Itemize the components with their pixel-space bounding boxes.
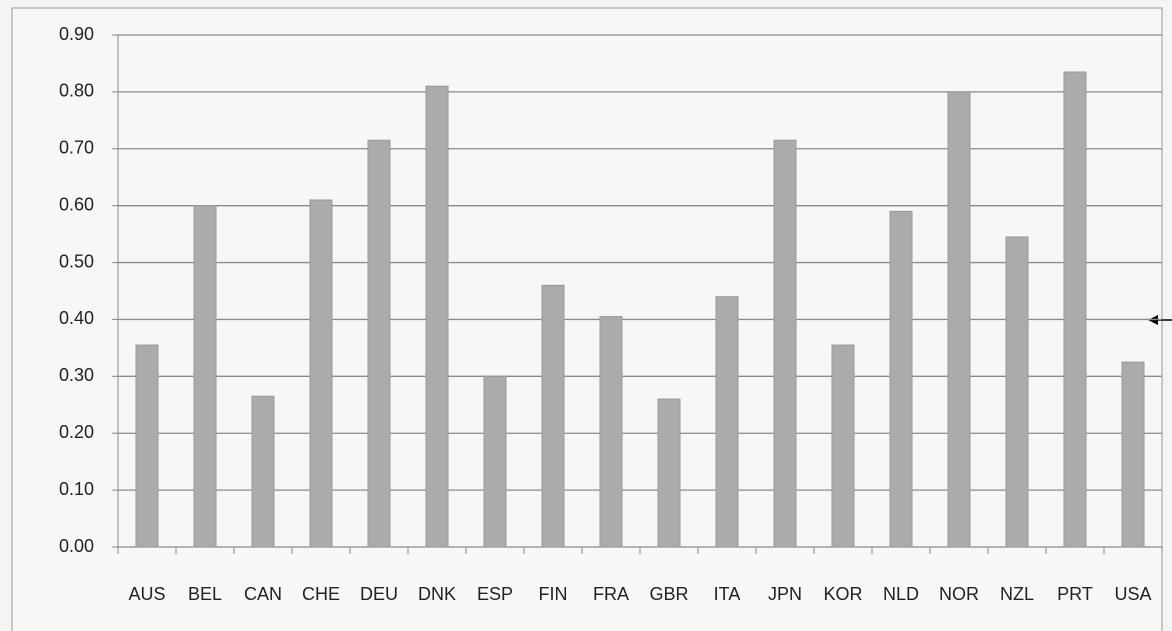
x-tick-label: KOR xyxy=(823,584,862,604)
x-tick-label: CAN xyxy=(244,584,282,604)
y-tick-label: 0.50 xyxy=(59,251,94,271)
x-tick-label: NLD xyxy=(883,584,919,604)
bar xyxy=(193,205,217,548)
x-tick-label: NZL xyxy=(1000,584,1034,604)
x-tick-label: NOR xyxy=(939,584,979,604)
bar xyxy=(1121,361,1145,548)
x-tick-label: ITA xyxy=(714,584,741,604)
x-tick-label: JPN xyxy=(768,584,802,604)
bar xyxy=(715,296,739,548)
bar xyxy=(367,139,391,548)
bar xyxy=(773,139,797,548)
y-tick-label: 0.00 xyxy=(59,536,94,556)
bar xyxy=(483,375,507,548)
bar xyxy=(599,316,623,548)
bar xyxy=(309,199,333,548)
y-tick-label: 0.10 xyxy=(59,479,94,499)
x-tick-label: AUS xyxy=(128,584,165,604)
bar xyxy=(135,344,159,548)
bar xyxy=(657,398,681,548)
x-tick-label: ESP xyxy=(477,584,513,604)
bar xyxy=(889,210,913,548)
y-tick-label: 0.20 xyxy=(59,422,94,442)
x-tick-label: CHE xyxy=(302,584,340,604)
x-tick-label: DEU xyxy=(360,584,398,604)
y-tick-label: 0.70 xyxy=(59,138,94,158)
y-tick-label: 0.30 xyxy=(59,365,94,385)
bar xyxy=(425,85,449,548)
y-tick-label: 0.90 xyxy=(59,24,94,44)
x-tick-label: GBR xyxy=(649,584,688,604)
x-tick-label: FIN xyxy=(539,584,568,604)
x-tick-label: PRT xyxy=(1057,584,1093,604)
x-tick-label: USA xyxy=(1114,584,1151,604)
y-tick-label: 0.40 xyxy=(59,308,94,328)
bar xyxy=(251,395,275,548)
x-tick-label: BEL xyxy=(188,584,222,604)
y-tick-label: 0.80 xyxy=(59,81,94,101)
y-tick-label: 0.60 xyxy=(59,194,94,214)
x-tick-label: FRA xyxy=(593,584,629,604)
bar xyxy=(947,91,971,548)
bar xyxy=(831,344,855,548)
bar xyxy=(1005,236,1029,548)
bar xyxy=(1063,71,1087,548)
x-tick-label: DNK xyxy=(418,584,456,604)
bar xyxy=(541,284,565,548)
